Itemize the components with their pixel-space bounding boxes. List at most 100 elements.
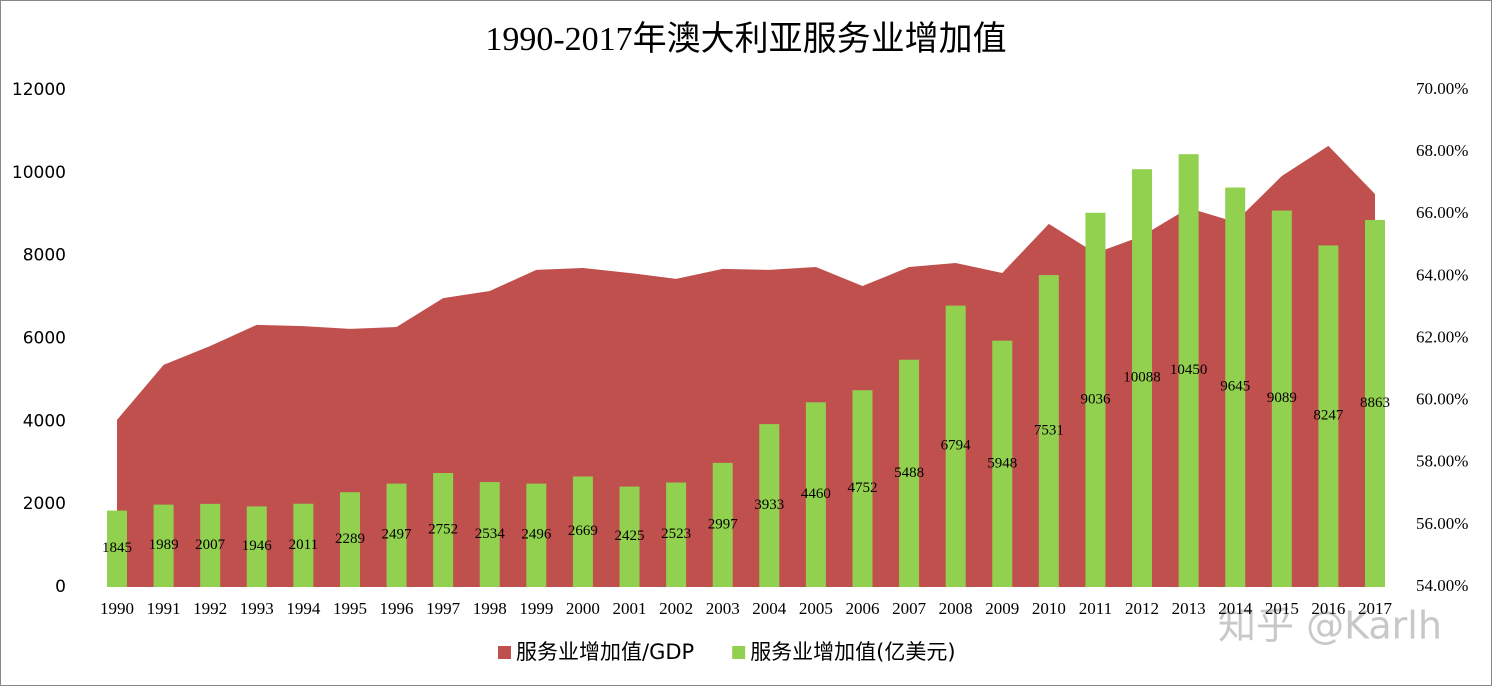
x-tick-label: 2013 (1172, 599, 1206, 618)
y-tick-label: 8000 (23, 246, 66, 266)
bar (200, 503, 221, 587)
y-tick-label: 12000 (12, 80, 66, 100)
y-tick-label: 2000 (23, 494, 66, 514)
data-label: 10450 (1170, 362, 1208, 378)
bar (293, 503, 314, 587)
bar (899, 359, 920, 587)
x-tick-label: 2014 (1218, 599, 1253, 618)
y2-tick-label: 58.00% (1416, 452, 1468, 471)
x-tick-label: 2001 (613, 599, 647, 618)
bar (619, 486, 640, 587)
bar (526, 483, 547, 587)
data-label: 8247 (1313, 408, 1344, 424)
data-label: 4752 (847, 480, 877, 496)
data-label: 2497 (382, 527, 413, 543)
x-tick-label: 1996 (380, 599, 414, 618)
x-tick-label: 2011 (1079, 599, 1112, 618)
data-label: 9645 (1220, 379, 1250, 395)
bar (712, 462, 733, 587)
data-label: 5948 (987, 455, 1017, 471)
y2-tick-label: 62.00% (1416, 327, 1468, 346)
legend-swatch (498, 646, 511, 659)
x-tick-label: 1997 (426, 599, 461, 618)
y2-tick-label: 66.00% (1416, 203, 1468, 222)
bar (246, 506, 267, 587)
y2-tick-label: 68.00% (1416, 141, 1468, 160)
bar (666, 482, 687, 587)
x-tick-label: 1994 (286, 599, 321, 618)
bar (1038, 275, 1059, 587)
data-label: 4460 (801, 486, 831, 502)
bar (945, 305, 966, 587)
data-label: 10088 (1123, 370, 1161, 386)
data-label: 2007 (195, 537, 226, 553)
bar (1225, 187, 1246, 587)
data-label: 9089 (1267, 390, 1297, 406)
data-label: 2534 (475, 526, 506, 542)
x-tick-label: 2003 (706, 599, 740, 618)
y2-tick-label: 70.00% (1416, 79, 1468, 98)
x-tick-label: 1995 (333, 599, 367, 618)
legend-label: 服务业增加值/GDP (516, 640, 694, 664)
legend-label: 服务业增加值(亿美元) (750, 640, 955, 664)
bar (386, 483, 407, 587)
x-tick-label: 2015 (1265, 599, 1299, 618)
bar (1132, 169, 1153, 587)
bar (1318, 245, 1339, 587)
data-label: 1989 (149, 537, 179, 553)
data-label: 5488 (894, 465, 924, 481)
data-label: 1845 (102, 540, 132, 556)
x-tick-label: 2009 (985, 599, 1019, 618)
y2-tick-label: 54.00% (1416, 576, 1468, 595)
y2-tick-label: 64.00% (1416, 265, 1468, 284)
data-label: 2523 (661, 526, 691, 542)
bar (153, 504, 174, 587)
x-tick-label: 2004 (752, 599, 787, 618)
bar (572, 476, 593, 587)
legend-swatch (732, 646, 746, 659)
x-tick-label: 2002 (659, 599, 693, 618)
data-label: 9036 (1080, 391, 1111, 407)
bar (433, 473, 454, 587)
y-tick-label: 4000 (23, 411, 66, 431)
y-tick-label: 6000 (23, 329, 66, 349)
data-label: 2997 (708, 516, 739, 532)
bar (479, 482, 500, 587)
x-tick-label: 2017 (1358, 599, 1393, 618)
x-tick-label: 2008 (939, 599, 973, 618)
area (116, 145, 1376, 587)
data-label: 2011 (289, 537, 318, 553)
watermark: 知乎 @Karlh (1218, 604, 1442, 648)
data-label: 2669 (568, 523, 598, 539)
bar (852, 390, 873, 587)
x-tick-label: 1991 (147, 599, 181, 618)
bar (759, 424, 780, 587)
data-label: 2289 (335, 531, 365, 547)
x-tick-label: 2012 (1125, 599, 1159, 618)
x-tick-label: 2005 (799, 599, 833, 618)
x-tick-label: 1998 (473, 599, 507, 618)
bar (1085, 212, 1106, 587)
data-label: 7531 (1034, 422, 1064, 438)
bar (805, 402, 826, 587)
bar (1271, 210, 1292, 588)
x-tick-label: 1990 (100, 599, 134, 618)
data-label: 8863 (1360, 395, 1390, 411)
x-tick-label: 1992 (193, 599, 227, 618)
y2-tick-label: 60.00% (1416, 390, 1468, 409)
x-tick-label: 1999 (519, 599, 553, 618)
y-tick-label: 0 (55, 577, 66, 597)
bar (1178, 154, 1199, 587)
x-tick-label: 2010 (1032, 599, 1066, 618)
x-tick-label: 2000 (566, 599, 600, 618)
bar (992, 340, 1013, 587)
chart-title: 1990-2017年澳大利亚服务业增加值 (485, 20, 1006, 58)
bar (1365, 219, 1386, 588)
x-tick-label: 2006 (845, 599, 879, 618)
data-label: 2752 (428, 521, 458, 537)
bar (339, 492, 360, 587)
bar (106, 510, 127, 587)
data-label: 2496 (521, 527, 552, 543)
